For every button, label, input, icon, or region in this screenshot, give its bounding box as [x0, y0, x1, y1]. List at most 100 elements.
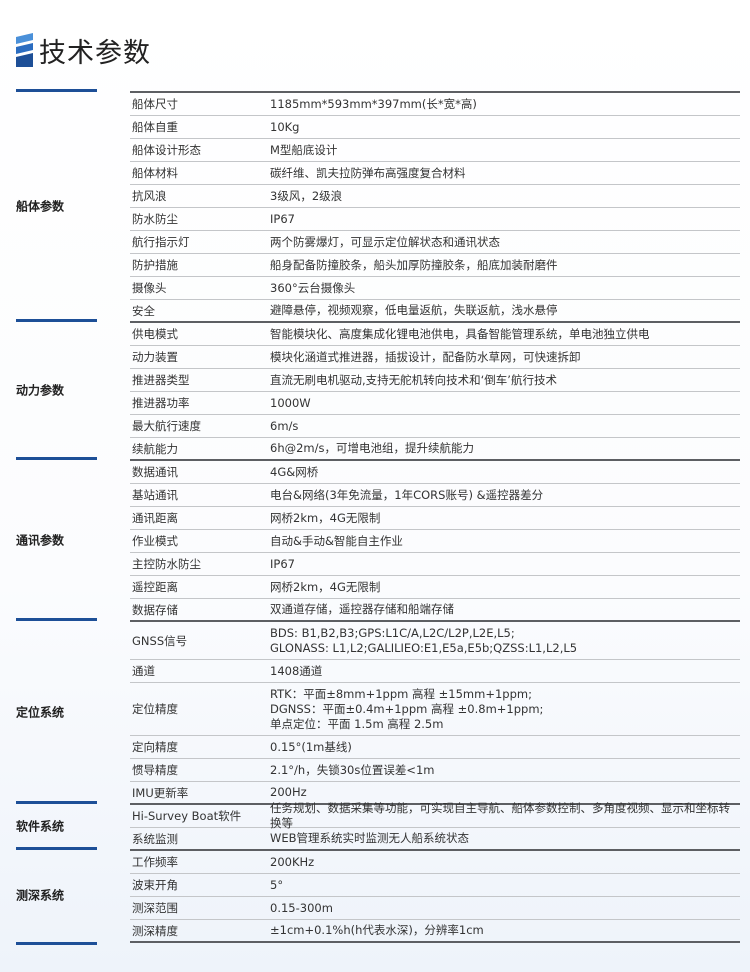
- group-label: 软件系统: [16, 819, 65, 834]
- spec-name: IMU更新率: [132, 785, 189, 800]
- table-row: 推进器类型 直流无刷电机驱动,支持无舵机转向技术和‘倒车’航行技术: [130, 369, 740, 392]
- spec-name: 主控防水防尘: [132, 557, 201, 571]
- spec-value: 200KHz: [270, 854, 315, 869]
- table-row: 数据通讯 4G&网桥: [130, 461, 740, 484]
- group-column: 船体参数动力参数通讯参数定位系统软件系统测深系统: [0, 89, 130, 945]
- spec-name: 系统监测: [132, 831, 178, 846]
- spec-name: 定向精度: [132, 740, 178, 754]
- spec-value: 1408通道: [270, 663, 323, 678]
- group-label: 动力参数: [16, 383, 65, 398]
- group-divider-bar: [16, 847, 97, 850]
- table-row: 测深精度 ±1cm+0.1%h(h代表水深)，分辨率1cm: [130, 920, 740, 943]
- table-row: GNSS信号 BDS: B1,B2,B3;GPS:L1C/A,L2C/L2P,L2…: [130, 622, 740, 660]
- group-divider-bar: [16, 618, 97, 621]
- spec-value: 3级风，2级浪: [270, 188, 343, 203]
- spec-value: 2.1°/h，失锁30s位置误差<1m: [270, 762, 435, 777]
- spec-name: 船体材料: [132, 166, 178, 180]
- spec-name: 通道: [132, 664, 155, 678]
- table-row: 推进器功率 1000W: [130, 392, 740, 415]
- table-row: 工作频率 200KHz: [130, 851, 740, 874]
- group-label: 船体参数: [16, 199, 65, 214]
- spec-value: 直流无刷电机驱动,支持无舵机转向技术和‘倒车’航行技术: [270, 372, 557, 387]
- group-divider-bar: [16, 319, 97, 322]
- table-row: 摄像头 360°云台摄像头: [130, 277, 740, 300]
- table-row: 通道 1408通道: [130, 660, 740, 683]
- table-row: 抗风浪 3级风，2级浪: [130, 185, 740, 208]
- table-row: 系统监测 WEB管理系统实时监测无人船系统状态: [130, 828, 740, 851]
- spec-name: 抗风浪: [132, 189, 167, 203]
- spec-group: 通讯参数: [0, 457, 130, 620]
- spec-value: RTK：平面±8mm+1ppm 高程 ±15mm+1ppm; DGNSS：平面±…: [270, 686, 544, 731]
- table-row: 定向精度 0.15°(1m基线): [130, 736, 740, 759]
- group-divider-bar: [16, 801, 97, 804]
- spec-name: 航行指示灯: [132, 235, 190, 249]
- spec-name: 推进器类型: [132, 373, 190, 387]
- spec-value: 1185mm*593mm*397mm(长*宽*高): [270, 96, 477, 111]
- spec-value: 0.15-300m: [270, 900, 333, 915]
- spec-group: 定位系统: [0, 618, 130, 803]
- table-row: 动力装置 模块化涵道式推进器，插拔设计，配备防水草网，可快速拆卸: [130, 346, 740, 369]
- spec-value: 360°云台摄像头: [270, 280, 356, 295]
- table-row: 船体材料 碳纤维、凯夫拉防弹布高强度复合材料: [130, 162, 740, 185]
- spec-group: 测深系统: [0, 847, 130, 941]
- table-row: Hi-Survey Boat软件 任务规划、数据采集等功能，可实现自主导航、船体参…: [130, 801, 740, 830]
- page-header: 技术参数: [16, 30, 151, 70]
- spec-name: 最大航行速度: [132, 419, 201, 433]
- spec-name: 基站通讯: [132, 488, 178, 502]
- table-row: IMU更新率 200Hz: [130, 782, 740, 805]
- spec-value: M型船底设计: [270, 142, 338, 157]
- table-row: 船体自重 10Kg: [130, 116, 740, 139]
- table-row: 遥控距离 网桥2km，4G无限制: [130, 576, 740, 599]
- group-label: 通讯参数: [16, 533, 65, 547]
- spec-name: 安全: [132, 303, 155, 318]
- spec-value: 6h@2m/s，可增电池组，提升续航能力: [270, 441, 474, 455]
- table-row: 波束开角 5°: [130, 874, 740, 897]
- table-row: 供电模式 智能模块化、高度集成化锂电池供电，具备智能管理系统，单电池独立供电: [130, 323, 740, 346]
- table-row: 定位精度 RTK：平面±8mm+1ppm 高程 ±15mm+1ppm; DGNSS…: [130, 683, 740, 736]
- spec-name: 船体尺寸: [132, 97, 178, 111]
- spec-group: 动力参数: [0, 319, 130, 459]
- spec-value: 双通道存储，遥控器存储和船端存储: [270, 602, 454, 616]
- spec-value: IP67: [270, 211, 295, 226]
- table-row: 作业模式 自动&手动&智能自主作业: [130, 530, 740, 553]
- spec-value: 任务规划、数据采集等功能，可实现自主导航、船体参数控制、多角度视频、显示和坐标转…: [270, 801, 730, 830]
- table-row: 惯导精度 2.1°/h，失锁30s位置误差<1m: [130, 759, 740, 782]
- spec-value: 自动&手动&智能自主作业: [270, 533, 403, 548]
- group-divider-bar: [16, 942, 97, 945]
- spec-value: ±1cm+0.1%h(h代表水深)，分辨率1cm: [270, 923, 484, 937]
- spec-name: 数据通讯: [132, 465, 178, 479]
- spec-value: 6m/s: [270, 418, 299, 433]
- spec-name: 波束开角: [132, 878, 178, 892]
- table-row: 续航能力 6h@2m/s，可增电池组，提升续航能力: [130, 438, 740, 461]
- spec-group: 船体参数: [0, 89, 130, 321]
- group-label: 测深系统: [16, 888, 65, 903]
- spec-value: 0.15°(1m基线): [270, 739, 352, 754]
- spec-name: 供电模式: [132, 327, 178, 341]
- spec-name: 惯导精度: [132, 763, 178, 777]
- table-row: 船体尺寸 1185mm*593mm*397mm(长*宽*高): [130, 93, 740, 116]
- stripe-logo-icon: [16, 33, 33, 67]
- group-label: 定位系统: [16, 705, 65, 719]
- spec-name: 测深范围: [132, 901, 178, 915]
- spec-name: 船体设计形态: [132, 143, 201, 157]
- spec-name: 工作频率: [132, 855, 178, 869]
- spec-name: 数据存储: [132, 602, 178, 617]
- table-row: 航行指示灯 两个防雾爆灯，可显示定位解状态和通讯状态: [130, 231, 740, 254]
- spec-value: 碳纤维、凯夫拉防弹布高强度复合材料: [270, 165, 466, 180]
- spec-value: 网桥2km，4G无限制: [270, 579, 381, 594]
- spec-name: 测深精度: [132, 923, 178, 938]
- spec-name: 通讯距离: [132, 511, 178, 525]
- page-title: 技术参数: [39, 37, 151, 69]
- table-row: 通讯距离 网桥2km，4G无限制: [130, 507, 740, 530]
- group-divider-bar: [16, 89, 97, 92]
- table-row: 船体设计形态 M型船底设计: [130, 139, 740, 162]
- spec-value: 模块化涵道式推进器，插拔设计，配备防水草网，可快速拆卸: [270, 349, 581, 364]
- spec-name: GNSS信号: [132, 633, 188, 648]
- spec-name: 动力装置: [132, 350, 178, 364]
- spec-name: 船体自重: [132, 120, 178, 134]
- table-row: 最大航行速度 6m/s: [130, 415, 740, 438]
- table-row: 防水防尘 IP67: [130, 208, 740, 231]
- spec-value: 电台&网络(3年免流量，1年CORS账号) &遥控器差分: [270, 487, 544, 502]
- spec-group: 软件系统: [0, 801, 130, 849]
- spec-value: 两个防雾爆灯，可显示定位解状态和通讯状态: [270, 234, 500, 249]
